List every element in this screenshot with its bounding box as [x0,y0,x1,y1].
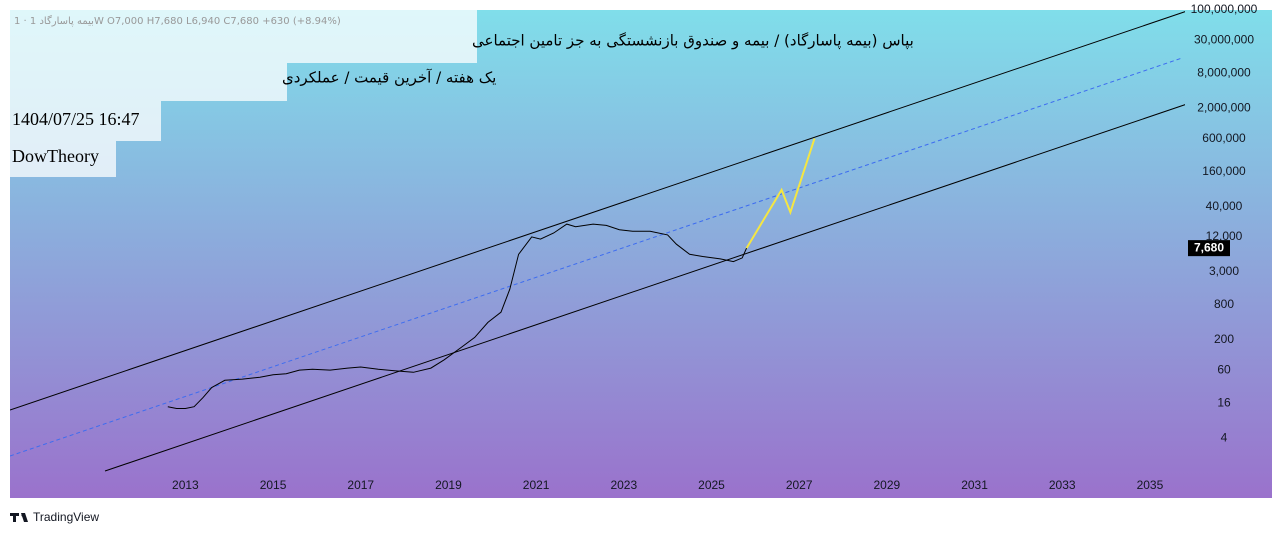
y-tick-label: 30,000,000 [1194,32,1254,46]
last-price-label: 7,680 [1194,240,1224,254]
y-tick-label: 40,000 [1206,199,1243,213]
x-tick-label: 2023 [610,478,637,492]
drawings [10,11,1185,472]
price-line [167,223,748,409]
y-tick-label: 16 [1217,395,1231,409]
x-tick-label: 2035 [1137,478,1164,492]
channel-mid [10,57,1183,457]
y-tick-label: 200 [1214,332,1234,346]
y-tick-label: 800 [1214,297,1234,311]
author: DowTheory [12,146,99,166]
x-tick-label: 2031 [961,478,988,492]
y-tick-label: 3,000 [1209,264,1239,278]
x-tick-label: 2013 [172,478,199,492]
author-panel [10,141,116,177]
x-tick-label: 2025 [698,478,725,492]
x-tick-label: 2027 [786,478,813,492]
datetime-panel [10,101,161,141]
x-tick-label: 2029 [874,478,901,492]
y-tick-label: 2,000,000 [1197,101,1251,115]
x-tick-label: 2017 [347,478,374,492]
y-tick-label: 12,000 [1206,229,1243,243]
x-tick-label: 2015 [260,478,287,492]
x-tick-label: 2019 [435,478,462,492]
channel-upper [10,11,1185,411]
last-price-box [1188,240,1230,257]
y-tick-label: 4 [1221,430,1228,444]
channel-lower [104,104,1185,472]
brand-logo [10,513,28,522]
y-tick-label: 100,000,000 [1191,2,1258,16]
y-tick-label: 160,000 [1202,164,1246,178]
price-line [745,138,816,249]
series-layer [167,138,816,409]
y-tick-label: 8,000,000 [1197,66,1251,80]
datetime: 1404/07/25 16:47 [12,109,140,129]
brand: TradingView [33,510,99,524]
title-panel [10,10,477,63]
title: بپاس (بیمه پاسارگاد) / بیمه و صندوق بازن… [472,32,914,51]
symbol-line: بیمه پاسارگاد 1 · 1W O7,000 H7,680 L6,94… [14,15,341,27]
x-tick-label: 2021 [523,478,550,492]
subtitle: یک هفته / آخرین قیمت / عملکردی [282,69,496,87]
y-tick-label: 60 [1217,362,1231,376]
x-tick-label: 2033 [1049,478,1076,492]
y-tick-label: 600,000 [1202,131,1246,145]
subtitle-panel [10,63,287,101]
